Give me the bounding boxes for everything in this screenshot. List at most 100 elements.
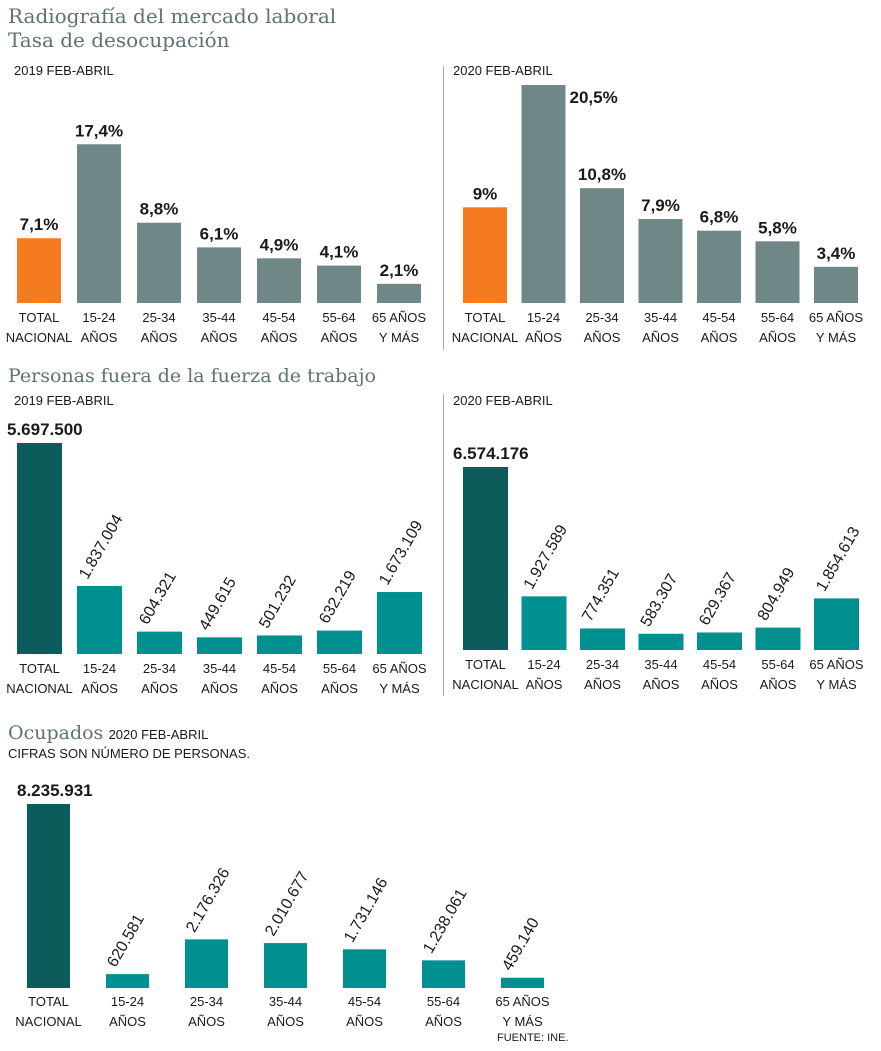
- bar-2: [137, 222, 181, 303]
- category-label-5-0: 55-64: [322, 310, 355, 325]
- category-label-1-0: 15-24: [83, 661, 116, 676]
- category-label-4-1: AÑOS: [701, 330, 738, 345]
- category-label-3-1: AÑOS: [267, 1014, 304, 1029]
- bar-3: [638, 633, 684, 650]
- category-label-0-1: NACIONAL: [452, 677, 518, 692]
- value-label-6: 3,4%: [817, 244, 856, 263]
- category-label-6-1: Y MÁS: [379, 330, 420, 345]
- category-label-5-1: AÑOS: [321, 330, 358, 345]
- category-label-0-0: TOTAL: [19, 310, 60, 325]
- category-label-2-1: AÑOS: [141, 330, 178, 345]
- value-label-5: 632.219: [316, 568, 360, 627]
- category-label-2-1: AÑOS: [584, 677, 621, 692]
- category-label-6-0: 65 AÑOS: [372, 661, 427, 676]
- category-label-6-1: Y MÁS: [816, 677, 857, 692]
- bar-4: [697, 632, 742, 650]
- category-label-3-1: AÑOS: [201, 330, 238, 345]
- category-label-1-0: 15-24: [111, 994, 144, 1009]
- panel-period-label: 2019 FEB-ABRIL: [14, 63, 114, 78]
- panel-period-label: 2020 FEB-ABRIL: [453, 63, 553, 78]
- value-label-4: 629.367: [696, 570, 740, 629]
- bar-2: [137, 631, 182, 654]
- category-label-0-1: NACIONAL: [15, 1014, 81, 1029]
- bar-4: [343, 949, 386, 988]
- bar-5: [755, 627, 801, 650]
- bar-4: [257, 258, 301, 303]
- category-label-3-0: 35-44: [269, 994, 302, 1009]
- bar-0: [17, 238, 61, 303]
- value-label-6: 1.673.109: [376, 518, 426, 588]
- bar-0: [463, 467, 508, 650]
- bar-6: [501, 977, 544, 988]
- value-label-0: 5.697.500: [7, 420, 83, 439]
- category-label-1-1: AÑOS: [526, 677, 563, 692]
- category-label-2-1: AÑOS: [141, 681, 178, 696]
- ocupados-note: CIFRAS SON NÚMERO DE PERSONAS.: [8, 746, 250, 761]
- category-label-1-1: AÑOS: [81, 330, 118, 345]
- bar-6: [377, 283, 421, 303]
- category-label-2-0: 25-34: [585, 310, 618, 325]
- main-title: Radiografía del mercado laboral: [8, 4, 337, 28]
- bar-6: [814, 266, 858, 303]
- category-label-1-0: 15-24: [527, 310, 560, 325]
- category-label-3-1: AÑOS: [201, 681, 238, 696]
- category-label-2-0: 25-34: [190, 994, 223, 1009]
- category-label-4-0: 45-54: [263, 661, 296, 676]
- category-label-1-0: 15-24: [82, 310, 115, 325]
- chart-ocupados-2020: 8.235.931 TOTAL NACIONAL 620.581 15-24 AÑOS 2.…: [15, 781, 550, 1029]
- bar-3: [264, 943, 307, 988]
- value-label-5: 5,8%: [758, 218, 797, 237]
- value-label-1: 17,4%: [75, 121, 123, 140]
- category-label-0-1: NACIONAL: [6, 681, 72, 696]
- category-label-0-0: TOTAL: [465, 657, 506, 672]
- category-label-6-0: 65 AÑOS: [495, 994, 550, 1009]
- value-label-2: 10,8%: [578, 165, 626, 184]
- value-label-5: 1.238.061: [420, 886, 470, 956]
- value-label-4: 501.232: [256, 573, 300, 632]
- value-label-6: 459.140: [499, 915, 543, 974]
- category-label-0-0: TOTAL: [465, 310, 506, 325]
- panel-period-label: 2020 FEB-ABRIL: [453, 393, 553, 408]
- value-label-2: 8,8%: [140, 200, 179, 219]
- divider-desocupacion: [443, 66, 444, 350]
- value-label-1: 20,5%: [570, 88, 618, 107]
- bar-1: [77, 144, 121, 303]
- bar-1: [106, 974, 149, 988]
- value-label-0: 7,1%: [20, 215, 59, 234]
- category-label-1-1: AÑOS: [525, 330, 562, 345]
- value-label-0: 8.235.931: [17, 781, 93, 800]
- bar-1: [77, 585, 122, 654]
- bar-3: [197, 247, 241, 303]
- value-label-6: 1.854.613: [813, 524, 863, 594]
- value-label-1: 620.581: [104, 911, 148, 970]
- category-label-3-0: 35-44: [644, 310, 677, 325]
- section-title-fuera: Personas fuera de la fuerza de trabajo: [8, 365, 376, 387]
- category-label-0-0: TOTAL: [28, 994, 69, 1009]
- bar-4: [697, 230, 741, 303]
- category-label-5-0: 55-64: [427, 994, 460, 1009]
- category-label-5-1: AÑOS: [321, 681, 358, 696]
- value-label-2: 774.351: [579, 566, 623, 625]
- category-label-4-1: AÑOS: [261, 330, 298, 345]
- bar-5: [755, 241, 800, 303]
- value-label-0: 6.574.176: [453, 444, 529, 463]
- chart-fuera-2020: 2020 FEB-ABRIL 6.574.176 TOTAL NACIONAL 1.92…: [452, 393, 864, 692]
- category-label-5-1: AÑOS: [760, 677, 797, 692]
- category-label-2-1: AÑOS: [188, 1014, 225, 1029]
- category-label-5-0: 55-64: [761, 657, 794, 672]
- value-label-3: 2.010.677: [262, 869, 312, 939]
- section-title-ocupados-row: Ocupados 2020 FEB-ABRIL: [8, 721, 208, 746]
- category-label-4-1: AÑOS: [261, 681, 298, 696]
- divider-fuera: [443, 394, 444, 696]
- category-label-5-1: AÑOS: [759, 330, 796, 345]
- category-label-2-1: AÑOS: [584, 330, 621, 345]
- bar-0: [463, 207, 507, 303]
- category-label-3-1: AÑOS: [642, 330, 679, 345]
- category-label-2-0: 25-34: [142, 310, 175, 325]
- bar-1: [521, 85, 566, 303]
- value-label-3: 583.307: [638, 571, 682, 630]
- section-title-ocupados: Ocupados: [8, 722, 104, 744]
- category-label-2-0: 25-34: [586, 657, 619, 672]
- value-label-2: 2.176.326: [183, 865, 233, 935]
- value-label-1: 1.927.589: [521, 522, 571, 592]
